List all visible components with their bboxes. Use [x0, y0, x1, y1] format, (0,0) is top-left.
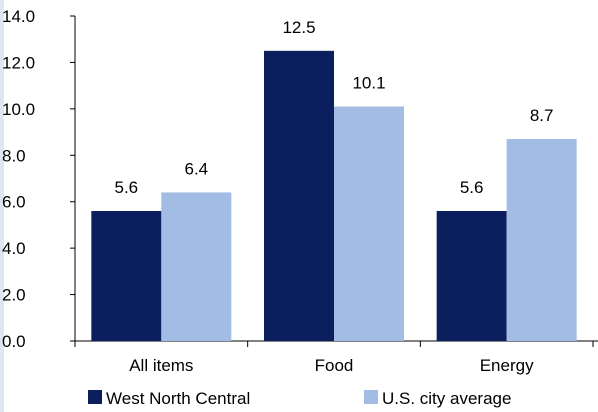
- bar-food-series-1: [334, 106, 404, 342]
- y-tick-label: 4.0: [2, 239, 26, 258]
- bar-all-items-series-1: [161, 192, 232, 341]
- bar-all-items-series-0: [91, 211, 162, 341]
- legend-swatch: [364, 390, 378, 404]
- x-tick-label: Food: [315, 356, 354, 375]
- data-label: 5.6: [460, 178, 484, 197]
- data-label: 12.5: [282, 18, 315, 37]
- bars-group: 5.6 6.4 12.5 10.1 5.6 8.7: [91, 18, 577, 342]
- data-label: 8.7: [530, 106, 554, 125]
- bar-energy-series-1: [506, 139, 577, 341]
- bar-food-series-0: [264, 50, 334, 341]
- y-tick-label: 6.0: [2, 193, 26, 212]
- data-label: 6.4: [185, 159, 209, 178]
- x-tick-label: All items: [129, 356, 193, 375]
- y-tick-label: 8.0: [2, 146, 26, 165]
- legend: West North Central U.S. city average: [88, 389, 511, 408]
- y-tick-label: 10.0: [2, 100, 35, 119]
- y-tick-label: 0.0: [2, 332, 26, 351]
- data-label: 10.1: [352, 74, 385, 93]
- y-tick-label: 2.0: [2, 286, 26, 305]
- legend-swatch: [88, 390, 102, 404]
- data-label: 5.6: [115, 178, 139, 197]
- x-tick-label: Energy: [480, 356, 534, 375]
- y-tick-label: 14.0: [2, 7, 35, 26]
- x-axis: All items Food Energy: [74, 340, 598, 375]
- bar-energy-series-0: [436, 211, 507, 341]
- left-edge-strip: [0, 0, 4, 412]
- y-axis: 0.0 2.0 4.0 6.0 8.0 10.0 12.0 14.0: [2, 7, 76, 351]
- legend-label: U.S. city average: [382, 389, 511, 408]
- y-tick-label: 12.0: [2, 53, 35, 72]
- legend-label: West North Central: [106, 389, 250, 408]
